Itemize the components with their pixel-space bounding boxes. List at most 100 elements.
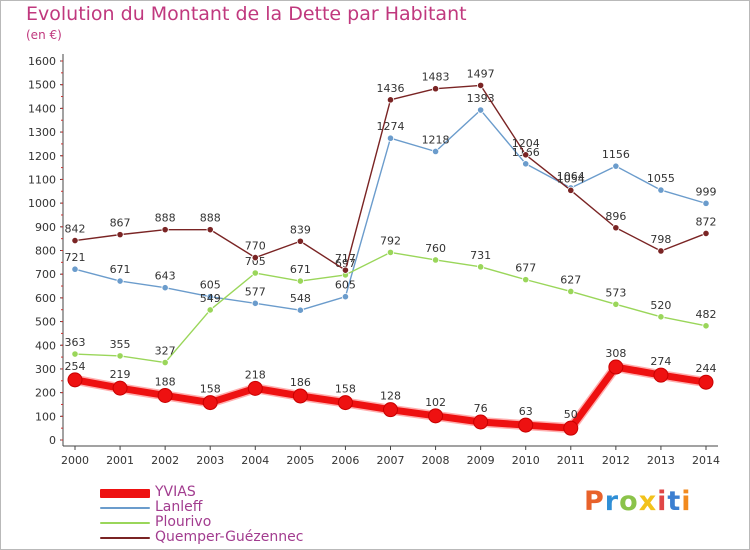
y-tick-label: 700 (35, 268, 56, 281)
data-label: 717 (335, 252, 356, 265)
data-point (206, 293, 214, 301)
y-tick-label: 1100 (28, 173, 56, 186)
data-label: 760 (425, 242, 446, 255)
data-label: 677 (515, 262, 536, 275)
legend-item: Lanleff (100, 499, 360, 516)
data-point (71, 350, 79, 358)
logo-letter: r (604, 486, 620, 517)
data-point (251, 269, 259, 277)
data-point (116, 352, 124, 360)
data-point (251, 299, 259, 307)
chart-title: Evolution du Montant de la Dette par Hab… (26, 3, 467, 25)
data-label: 1483 (422, 71, 450, 84)
data-point (296, 237, 304, 245)
data-label: 872 (696, 215, 717, 228)
data-point (431, 147, 440, 156)
data-point (206, 226, 214, 234)
data-point (206, 306, 214, 314)
legend-item: Plourivo (100, 514, 360, 531)
data-point (202, 395, 218, 411)
logo-letter: i (657, 486, 668, 517)
legend-label: YVIAS (155, 484, 196, 500)
legend: YVIAS Lanleff Plourivo Quemper-Guézennec (100, 484, 360, 546)
data-label: 327 (155, 345, 176, 358)
y-tick-label: 900 (35, 221, 56, 234)
data-label: 188 (155, 375, 176, 388)
data-point (477, 263, 485, 271)
legend-label: Lanleff (155, 499, 203, 515)
data-label: 50 (564, 408, 578, 421)
data-label: 577 (245, 285, 266, 298)
data-label: 1218 (422, 133, 450, 146)
y-tick-label: 1300 (28, 126, 56, 139)
logo-letter: t (667, 486, 682, 517)
data-point (567, 287, 575, 296)
data-point (522, 160, 530, 168)
data-label: 482 (696, 308, 717, 321)
data-label: 627 (560, 273, 581, 286)
legend-label: Quemper-Guézennec (155, 529, 304, 545)
logo-letter: x (638, 486, 658, 517)
data-label: 219 (110, 368, 131, 381)
data-label: 999 (696, 185, 717, 198)
data-label: 573 (605, 286, 626, 299)
data-point (71, 265, 79, 273)
data-point (67, 372, 83, 388)
data-label: 1054 (557, 172, 585, 185)
data-point (296, 277, 304, 285)
data-point (431, 85, 440, 93)
data-label: 218 (245, 368, 266, 381)
x-tick-label: 2004 (241, 454, 269, 467)
x-tick-label: 2012 (602, 454, 630, 467)
x-tick-label: 2007 (377, 454, 405, 467)
data-point (608, 359, 624, 375)
unit-label: (en €) (26, 28, 62, 42)
data-point (567, 186, 575, 194)
x-tick-label: 2005 (286, 454, 314, 467)
data-label: 888 (200, 212, 221, 225)
y-tick-label: 1400 (28, 102, 56, 115)
y-tick-label: 1000 (28, 197, 56, 210)
legend-swatch (100, 537, 150, 539)
data-label: 705 (245, 255, 266, 268)
legend-swatch (100, 489, 150, 498)
data-point (341, 266, 350, 274)
legend-item: YVIAS (100, 484, 360, 501)
x-tick-label: 2013 (647, 454, 675, 467)
data-point (251, 254, 259, 262)
y-tick-label: 500 (35, 316, 56, 329)
x-tick-label: 2010 (512, 454, 540, 467)
data-point (477, 106, 485, 114)
data-label: 363 (65, 336, 86, 349)
data-label: 792 (380, 234, 401, 247)
y-tick-label: 400 (35, 339, 56, 352)
data-label: 888 (155, 212, 176, 225)
x-tick-label: 2006 (331, 454, 359, 467)
data-point (157, 387, 173, 403)
data-point (563, 420, 579, 436)
data-label: 1204 (512, 137, 540, 150)
logo-letter: i (681, 486, 692, 517)
data-point (522, 276, 530, 284)
y-tick-label: 800 (35, 245, 56, 258)
data-point (473, 414, 489, 430)
data-point (698, 374, 714, 390)
data-point (386, 134, 395, 142)
proxiti-logo: Proxiti (584, 486, 692, 517)
data-label: 548 (290, 292, 311, 305)
data-point (161, 226, 169, 234)
data-point (386, 248, 395, 256)
data-point (292, 388, 308, 404)
data-point (116, 231, 124, 239)
data-point (477, 81, 485, 89)
data-label: 671 (110, 263, 131, 276)
data-point (112, 380, 128, 396)
data-point (653, 367, 669, 383)
data-label: 731 (470, 249, 491, 262)
data-label: 128 (380, 390, 401, 403)
data-point (386, 96, 395, 104)
legend-label: Plourivo (155, 514, 212, 530)
legend-swatch (100, 507, 150, 509)
y-tick-label: 200 (35, 387, 56, 400)
